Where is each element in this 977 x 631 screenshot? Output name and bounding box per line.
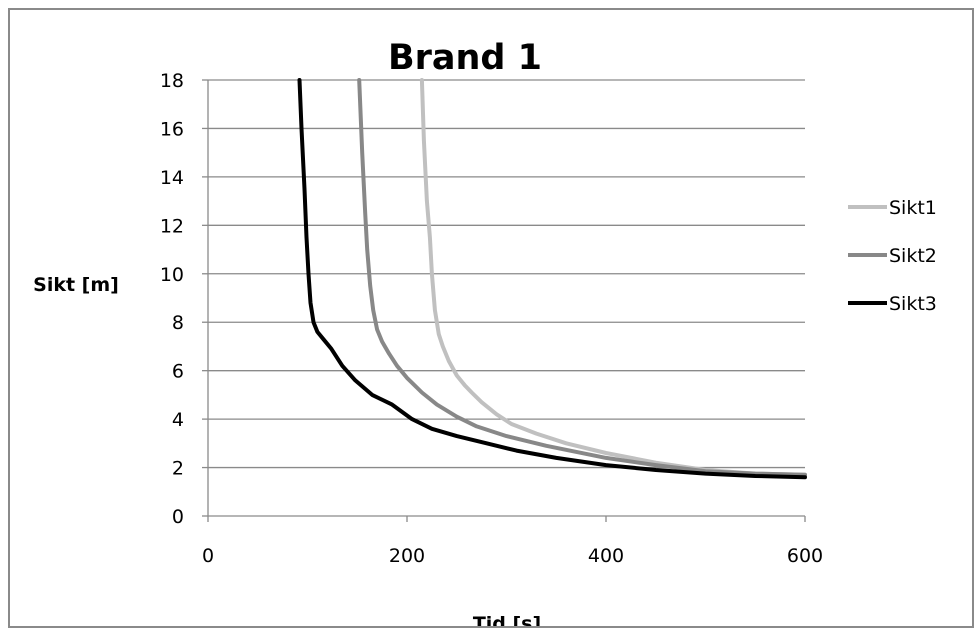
grid-lines <box>208 79 805 469</box>
legend-label-sikt1: Sikt1 <box>889 197 937 219</box>
tick-labels: 0 2 4 6 8 10 12 14 16 18 0 200 400 600 <box>160 70 823 567</box>
y-axis-label: Sikt [m] <box>33 274 119 296</box>
y-tick-label: 4 <box>172 409 184 431</box>
x-tick-label: 400 <box>588 545 624 567</box>
y-tick-label: 14 <box>160 167 184 189</box>
y-tick-label: 2 <box>172 458 184 480</box>
x-tick-label: 600 <box>787 545 823 567</box>
series-line-sikt1 <box>419 78 807 477</box>
x-tick-label: 0 <box>202 545 214 567</box>
y-tick-label: 12 <box>160 215 184 237</box>
series-line-sikt3 <box>297 78 807 480</box>
line-chart: Brand 1 Sikt [m] Tid [s] 0 2 4 6 8 10 12 14 16 18… <box>33 38 937 631</box>
y-tick-label: 8 <box>172 312 184 334</box>
x-axis-label: Tid [s] <box>473 613 541 626</box>
y-tick-label: 16 <box>160 118 184 140</box>
legend: Sikt1 Sikt2 Sikt3 <box>848 197 937 315</box>
y-tick-label: 18 <box>160 70 184 92</box>
y-tick-label: 0 <box>172 506 184 528</box>
legend-label-sikt3: Sikt3 <box>889 293 937 315</box>
axes <box>202 79 806 522</box>
chart-title: Brand 1 <box>388 38 542 78</box>
series-line-sikt2 <box>357 78 807 477</box>
series-lines <box>297 78 807 480</box>
y-tick-label: 6 <box>172 361 184 383</box>
chart-area: Brand 1 Sikt [m] Tid [s] 0 2 4 6 8 10 12 14 16 18… <box>8 8 974 631</box>
legend-label-sikt2: Sikt2 <box>889 245 937 267</box>
x-tick-label: 200 <box>389 545 425 567</box>
y-tick-label: 10 <box>160 264 184 286</box>
